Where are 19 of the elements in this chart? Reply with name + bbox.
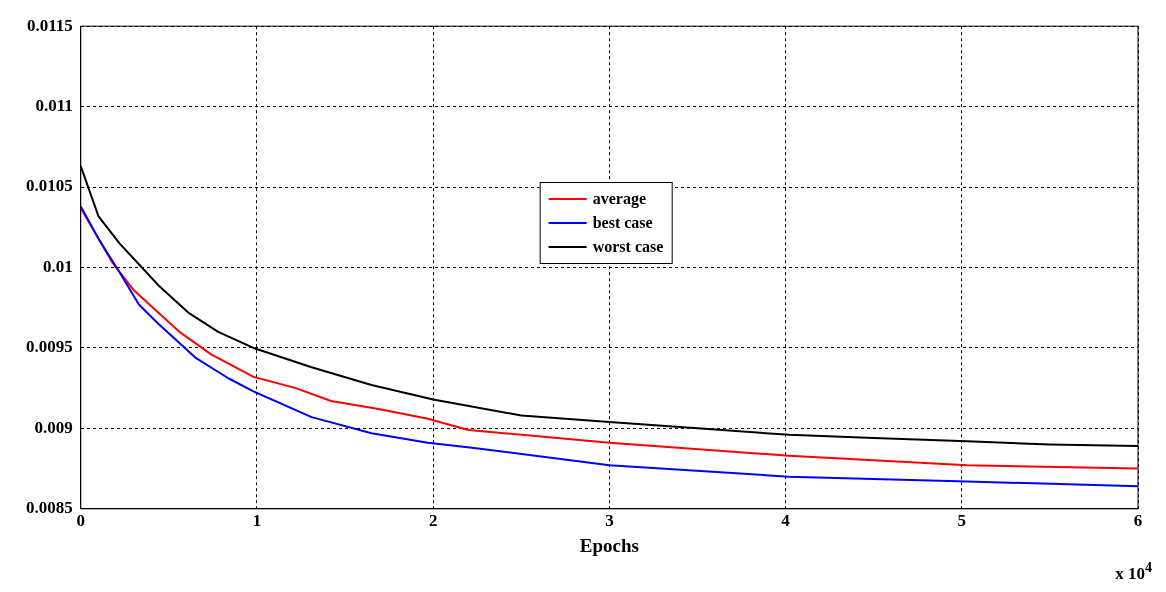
legend-label: average — [592, 189, 646, 210]
text: x 10$^{4}$ — [1115, 559, 1152, 584]
y-tick-label: 0.0105 — [26, 176, 73, 196]
x-tick-label: 3 — [605, 511, 614, 531]
x-tick-label: 1 — [252, 511, 262, 531]
legend-label: best case — [592, 213, 653, 233]
x-axis-title: Epochs — [579, 534, 639, 556]
y-tick-label: 0.01 — [43, 256, 73, 276]
legend-label: worst case — [592, 237, 664, 257]
x-tick-label: 4 — [781, 511, 791, 531]
y-tick-label: 0.0085 — [26, 498, 73, 518]
y-tick-label: 0.0115 — [26, 15, 73, 35]
x-tick-label: 5 — [957, 511, 967, 531]
x-tick-label: 2 — [428, 511, 438, 531]
y-tick-label: 0.011 — [35, 96, 73, 116]
x-tick-label: 6 — [1133, 511, 1143, 531]
y-tick-label: 0.009 — [34, 417, 73, 437]
x-tick-label: 0 — [76, 511, 85, 531]
y-tick-label: 0.0095 — [26, 337, 73, 357]
